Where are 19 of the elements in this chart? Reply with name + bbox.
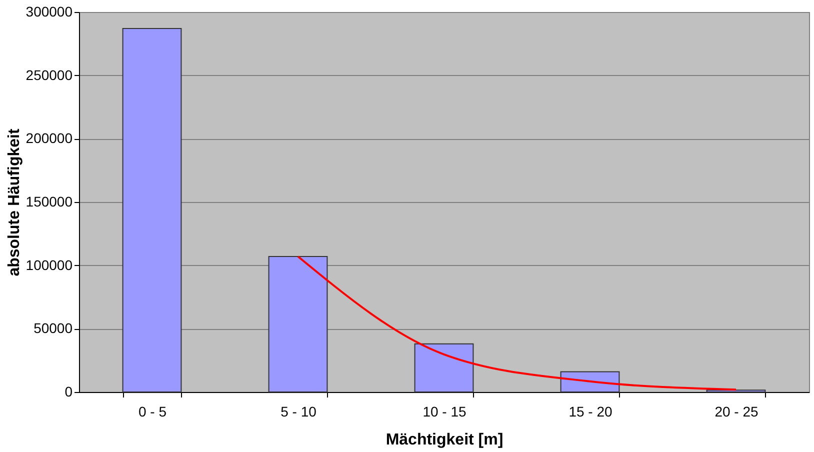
bar — [268, 256, 328, 392]
y-tick-label: 200000 — [26, 130, 73, 146]
x-tick-label: 15 - 20 — [568, 404, 613, 420]
y-tick-label: 0 — [64, 384, 73, 400]
bar — [414, 343, 474, 392]
x-tick-label: 5 - 10 — [280, 404, 317, 420]
y-tick-label: 100000 — [26, 256, 73, 273]
y-tick-label: 150000 — [26, 194, 73, 210]
x-axis-title: Mächtigkeit [m] — [386, 432, 504, 448]
bar — [122, 28, 182, 392]
x-tick-label: 10 - 15 — [422, 404, 467, 420]
bar — [560, 371, 620, 392]
y-tick-label: 300000 — [26, 4, 73, 20]
y-axis-title: absolute Häufigkeit — [6, 128, 23, 276]
y-tick-label: 250000 — [26, 66, 73, 83]
y-tick-label: 50000 — [34, 320, 73, 336]
x-tick-label: 0 - 5 — [138, 404, 167, 420]
x-tick-label: 20 - 25 — [714, 404, 759, 420]
line-series — [297, 255, 737, 391]
